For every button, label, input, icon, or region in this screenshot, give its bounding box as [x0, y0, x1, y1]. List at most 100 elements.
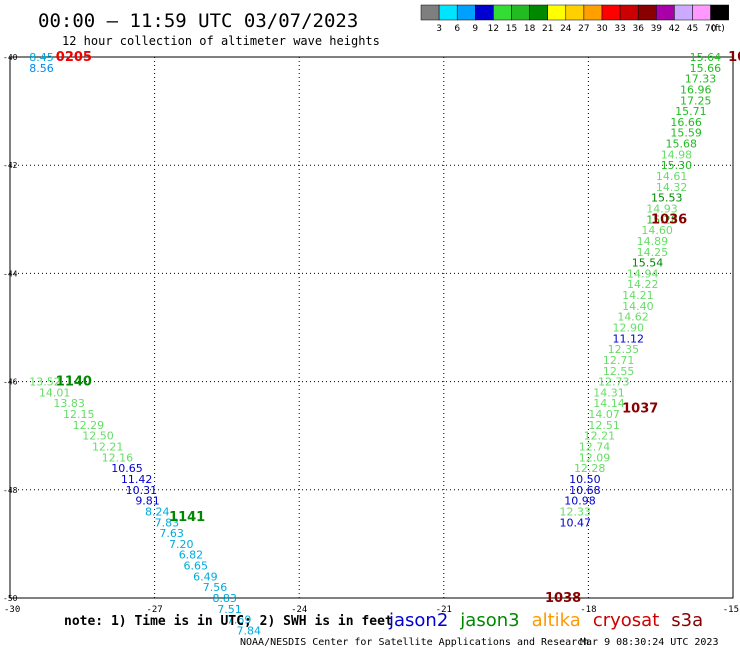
swh-point: 12.21: [584, 430, 616, 443]
swh-point: 6.82: [179, 549, 204, 562]
swh-point: 12.09: [579, 451, 611, 464]
swh-point: 12.55: [603, 365, 635, 378]
satellite-label-s3a: s3a: [671, 610, 703, 631]
swh-point: 12.71: [603, 354, 635, 367]
swh-point: 8.56: [29, 62, 53, 75]
scale-swatch: [692, 4, 711, 21]
scale-value: 18: [524, 24, 536, 34]
footer-timestamp: Mar 9 08:30:24 UTC 2023: [580, 637, 718, 648]
scale-swatch: [601, 4, 621, 21]
scale-swatch: [565, 4, 585, 21]
y-tick-label: -40: [3, 53, 18, 62]
scale-swatch: [420, 4, 440, 21]
scale-swatch: [619, 4, 639, 21]
swh-point: 14.01: [39, 386, 71, 399]
swh-point: 14.22: [627, 278, 659, 291]
swh-point: 12.50: [82, 430, 114, 443]
swh-point: 14.14: [593, 397, 625, 410]
x-tick-label: -15: [723, 605, 739, 615]
x-tick-label: -24: [291, 605, 307, 615]
satellite-label-jason2: jason2: [388, 610, 448, 631]
swh-point: 9.81: [135, 495, 160, 508]
scale-swatch: [438, 4, 458, 21]
swh-point: 14.60: [641, 224, 673, 237]
swh-point: 7.63: [159, 527, 184, 540]
swh-point: 12.33: [559, 505, 591, 518]
swh-point: 10.65: [111, 462, 143, 475]
swh-point: 8.24: [145, 505, 170, 518]
pass-time-label: 1038: [545, 591, 581, 606]
swh-point: 12.29: [73, 419, 105, 432]
swh-point: 17.33: [685, 73, 717, 86]
swh-point: 14.32: [656, 181, 688, 194]
swh-point: 6.49: [193, 570, 218, 583]
scale-value: 39: [651, 24, 663, 34]
scale-value: 3: [436, 24, 442, 34]
swh-point: 7.84: [237, 624, 261, 637]
swh-point: 12.35: [608, 343, 640, 356]
swh-point: 12.90: [613, 322, 645, 335]
satellite-label-cryosat: cryosat: [593, 610, 659, 631]
swh-point: 15.66: [690, 62, 722, 75]
pass-time-label: 1037: [622, 402, 658, 417]
swh-point: 14.25: [637, 246, 669, 259]
chart-subtitle: 12 hour collection of altimeter wave hei…: [62, 34, 380, 48]
chart-title: 00:00 – 11:59 UTC 03/07/2023: [38, 10, 358, 32]
scale-value: 45: [687, 24, 698, 34]
scale-value: 36: [632, 24, 644, 34]
swh-point: 16.96: [680, 83, 712, 96]
plot-frame: [9, 56, 734, 599]
swh-point: 11.12: [613, 332, 645, 345]
swh-point: 11.42: [121, 473, 153, 486]
scale-swatch: [475, 4, 494, 21]
swh-point: 10.50: [569, 473, 601, 486]
scale-swatch: [493, 4, 512, 21]
x-tick-label: -18: [580, 605, 596, 615]
swh-point: 15.28: [646, 213, 678, 226]
swh-point: 14.21: [622, 289, 654, 302]
y-tick-label: -50: [3, 594, 18, 603]
swh-point: 6.65: [184, 560, 209, 573]
x-tick-label: -30: [4, 605, 20, 615]
swh-point: 17.25: [680, 94, 712, 107]
swh-point: 15.68: [666, 138, 698, 151]
swh-point: 12.21: [92, 441, 124, 454]
swh-point: 13.83: [53, 397, 85, 410]
pass-time-label: 10: [728, 50, 740, 65]
swh-point: 12.74: [579, 441, 611, 454]
swh-point: 14.07: [588, 408, 620, 421]
scale-value: 70: [705, 24, 717, 34]
satellite-legend: jason2 jason3 altika cryosat s3a: [388, 610, 703, 631]
swh-point: 7.20: [169, 538, 194, 551]
footer-credit: NOAA/NESDIS Center for Satellite Applica…: [240, 637, 589, 648]
swh-point: 15.71: [675, 105, 707, 118]
y-tick-label: -42: [3, 161, 18, 170]
y-tick-label: -44: [3, 269, 18, 278]
pass-time-label: 1036: [651, 212, 687, 227]
swh-point: 10.31: [126, 484, 157, 497]
x-tick-label: -27: [146, 605, 162, 615]
satellite-label-altika: altika: [532, 610, 581, 631]
swh-point: 14.89: [637, 235, 669, 248]
swh-point: 15.64: [690, 51, 722, 64]
swh-point: 16.66: [670, 116, 702, 129]
scale-value: 21: [542, 24, 553, 34]
scale-value: 27: [578, 24, 589, 34]
swh-point: 15.59: [670, 127, 702, 140]
swh-point: 12.16: [102, 451, 134, 464]
scale-value: 24: [560, 24, 572, 34]
swh-point: 14.98: [661, 148, 693, 161]
footer-note: note: 1) Time is in UTC; 2) SWH is in fe…: [64, 614, 393, 629]
swh-point: 12.28: [574, 462, 606, 475]
x-tick-label: -21: [436, 605, 452, 615]
scale-swatch: [529, 4, 548, 21]
swh-point: 14.31: [593, 386, 625, 399]
swh-point: 7.83: [155, 516, 180, 529]
scale-swatch: [511, 4, 530, 21]
swh-point: 15.53: [651, 192, 683, 205]
swh-point: 12.15: [63, 408, 95, 421]
swh-point: 12.51: [588, 419, 620, 432]
scale-value: 12: [488, 24, 499, 34]
swh-point: 8.83: [212, 592, 237, 605]
